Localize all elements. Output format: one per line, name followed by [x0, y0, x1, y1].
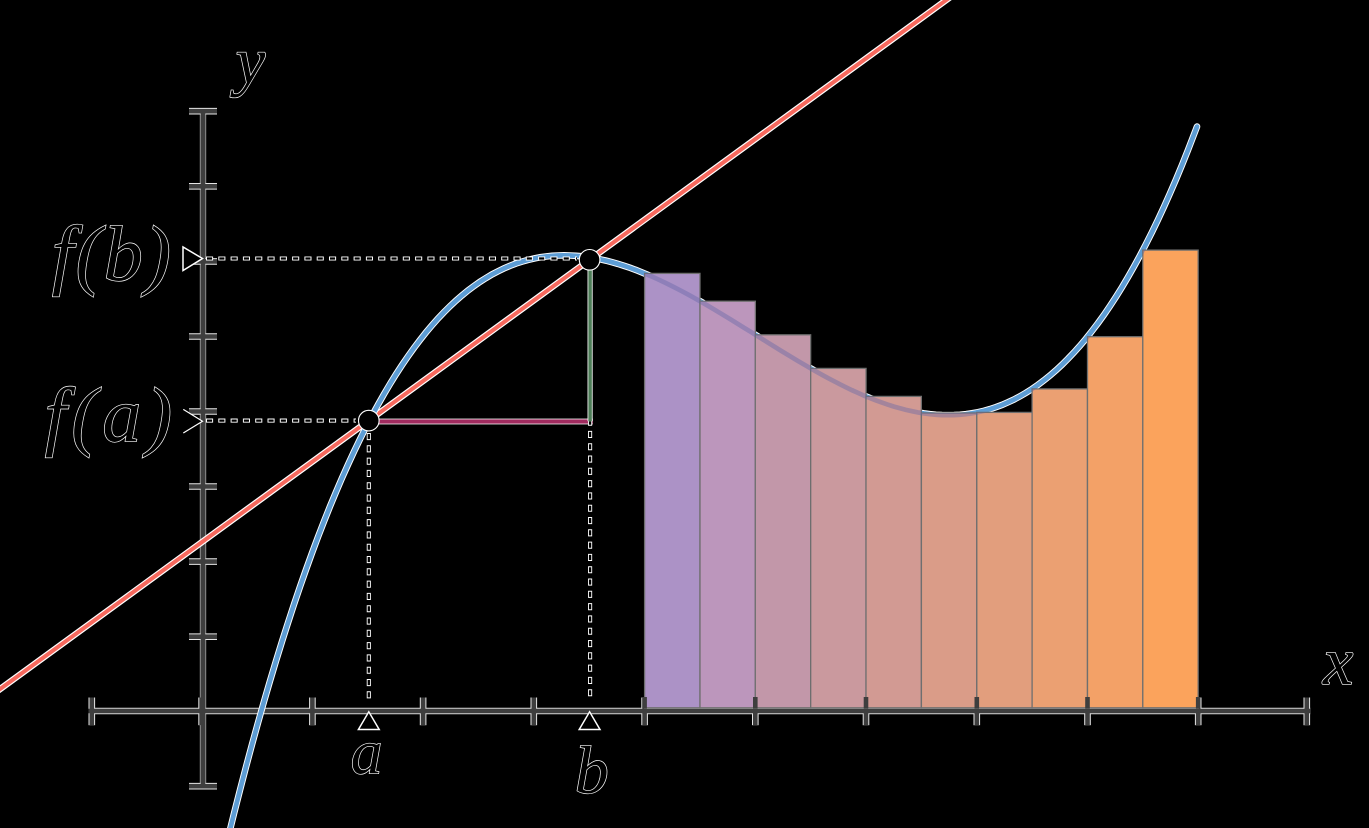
svg-text:f(a): f(a)	[45, 372, 178, 458]
svg-text:x: x	[1322, 623, 1353, 699]
svg-text:b: b	[575, 733, 609, 808]
svg-text:y: y	[230, 25, 266, 98]
svg-text:f(b): f(b)	[52, 210, 173, 297]
svg-text:a: a	[351, 718, 383, 788]
